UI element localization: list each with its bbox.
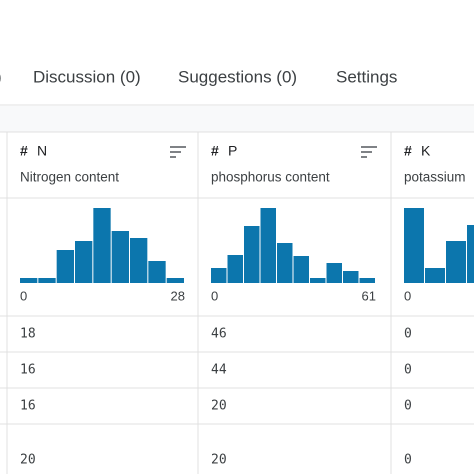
histogram-bar (404, 208, 424, 283)
histogram-bar (244, 226, 260, 283)
table-cell: 20 (211, 399, 227, 414)
sort-button[interactable] (361, 146, 377, 158)
histogram-bar (211, 268, 227, 283)
table-cell: 46 (211, 327, 227, 342)
histogram-min-label: 0 (404, 288, 411, 303)
histogram-bar (425, 268, 445, 283)
histogram-bar (467, 225, 474, 283)
histogram-bar (446, 241, 466, 283)
histogram-bar (166, 278, 184, 283)
tab[interactable]: Suggestions (0) (178, 67, 297, 86)
histogram-max-label: 61 (362, 288, 376, 303)
table-cell: 20 (20, 453, 36, 468)
histogram-bar (93, 208, 111, 283)
table-cell: 20 (211, 453, 227, 468)
column-description: phosphorus content (211, 170, 330, 185)
histogram-min-label: 0 (211, 288, 218, 303)
type-icon: # (404, 143, 412, 159)
column-description: Nitrogen content (20, 170, 119, 185)
histogram-bar (75, 241, 93, 283)
tab[interactable]: Discussion (0) (33, 67, 141, 86)
type-icon: # (211, 143, 219, 159)
tab-bar: ) Discussion (0) Suggestions (0) Settings (0, 67, 397, 86)
sort-button[interactable] (170, 146, 186, 158)
histogram-min-label: 0 (20, 288, 27, 303)
histogram-bar (227, 255, 243, 283)
histogram-bar (260, 208, 276, 283)
histogram-bar (130, 238, 148, 283)
toolbar-band (0, 106, 474, 132)
table-cell: 16 (20, 363, 36, 378)
table-cell: 44 (211, 363, 227, 378)
histogram-max-label: 28 (171, 288, 185, 303)
histogram-bar (56, 250, 74, 283)
histogram-bar (20, 278, 38, 283)
table-cell: 0 (404, 327, 412, 342)
data-table: # N Nitrogen content 0 28 18 16 16 20 # Pphosphoru… (0, 132, 474, 474)
table-cell: 0 (404, 399, 412, 414)
type-icon: # (20, 143, 28, 159)
tab[interactable]: Settings (336, 67, 397, 86)
histogram-bar (343, 271, 359, 283)
histogram-bar (111, 231, 129, 283)
table-cell: 18 (20, 327, 36, 342)
histogram-bar (148, 261, 166, 283)
table-cell: 0 (404, 363, 412, 378)
histogram-bar (359, 278, 375, 283)
column-name: N (37, 143, 47, 159)
histogram-bar (38, 278, 56, 283)
histogram-bar (277, 243, 293, 283)
column-name: P (228, 143, 237, 159)
table-cell: 16 (20, 399, 36, 414)
table-cell: 0 (404, 453, 412, 468)
column-name: K (421, 143, 431, 159)
histogram-bar (293, 256, 309, 283)
tab[interactable]: ) (0, 67, 2, 86)
column-description: potassium (404, 170, 466, 185)
histogram-bar (326, 263, 342, 283)
histogram-bar (310, 278, 326, 283)
